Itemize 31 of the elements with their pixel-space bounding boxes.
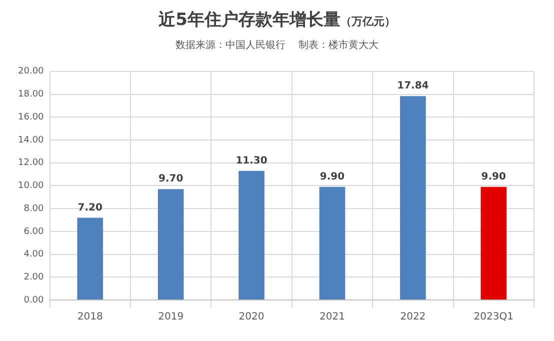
y-tick-label: 4.00 (24, 250, 44, 260)
data-label: 9.70 (158, 174, 184, 185)
chart-subtitle: 数据来源：中国人民银行 制表：楼市黄大大 (174, 38, 380, 52)
bar (319, 186, 346, 300)
y-tick-label: 10.00 (18, 181, 44, 192)
bar (238, 170, 264, 300)
data-label: 17.84 (397, 80, 429, 92)
y-tick-label: 2.00 (24, 272, 44, 282)
x-tick-label: 2023Q1 (474, 312, 514, 323)
bar (77, 218, 104, 300)
x-tick-label: 2019 (158, 312, 184, 323)
data-label: 11.30 (236, 155, 268, 166)
x-tick-label: 2020 (238, 312, 264, 323)
chart-title: 近5年住户存款年增长量（万亿元） (158, 9, 396, 31)
x-tick-label: 2018 (77, 312, 103, 323)
y-tick-label: 6.00 (24, 226, 44, 237)
bar (480, 186, 507, 300)
y-tick-label: 14.00 (18, 135, 44, 146)
data-label: 9.90 (320, 171, 345, 182)
y-tick-label: 16.00 (18, 112, 44, 122)
y-tick-label: 20.00 (18, 66, 44, 77)
y-tick-label: 8.00 (24, 204, 44, 214)
y-tick-label: 18.00 (18, 90, 44, 100)
x-tick-label: 2022 (400, 312, 426, 323)
data-label: 7.20 (78, 202, 102, 214)
bar (158, 189, 184, 300)
data-label: 9.90 (481, 171, 506, 182)
y-tick-label: 0.00 (24, 295, 44, 306)
x-tick-label: 2021 (320, 312, 345, 323)
y-tick-label: 12.00 (18, 158, 44, 168)
bar (400, 96, 426, 300)
